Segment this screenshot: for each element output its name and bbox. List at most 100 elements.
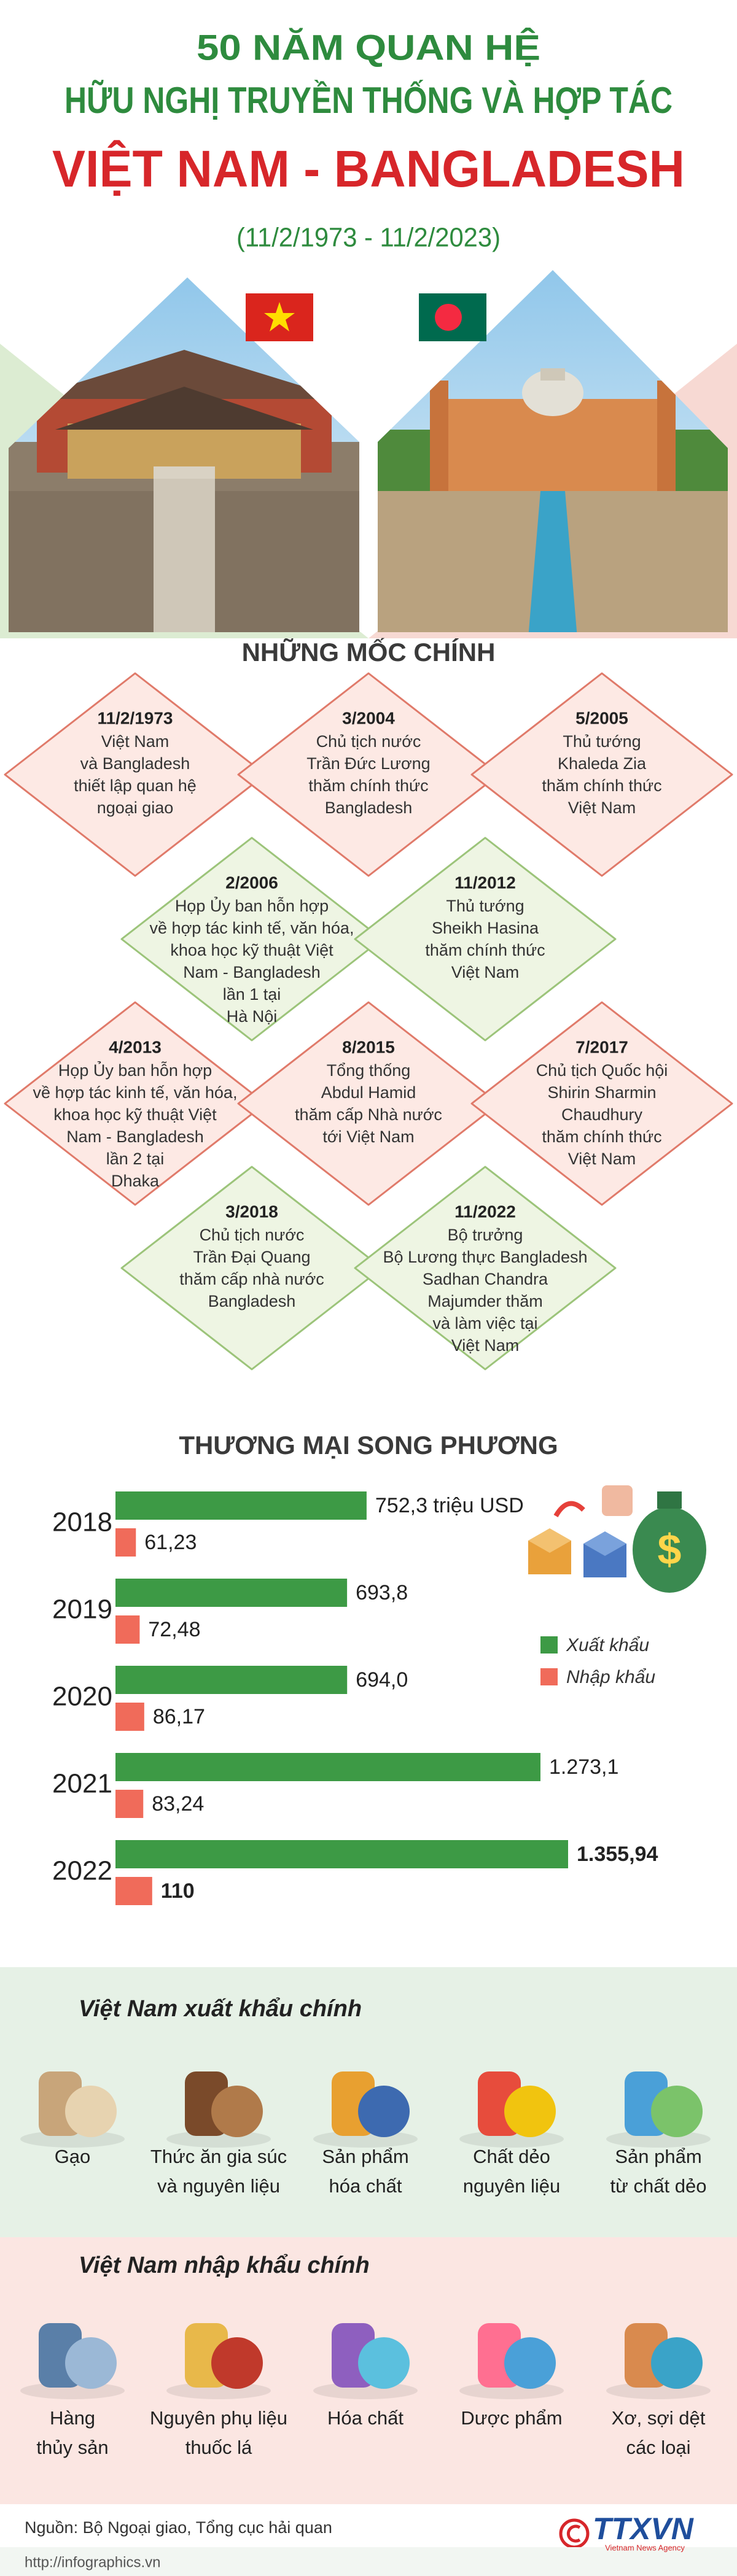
milestone-text: Majumder thăm xyxy=(427,1292,543,1310)
milestone-text: Nam - Bangladesh xyxy=(66,1127,204,1146)
milestone-text: Dhaka xyxy=(111,1172,160,1190)
milestone-date: 3/2018 xyxy=(225,1202,278,1221)
milestone-text: thăm cấp nhà nước xyxy=(179,1270,324,1288)
title-line: HỮU NGHỊ TRUYỀN THỐNG VÀ HỢP TÁC xyxy=(64,80,673,121)
bar xyxy=(115,1753,540,1781)
bar xyxy=(115,1840,568,1868)
bar xyxy=(115,1877,152,1905)
milestone-diamond xyxy=(237,1001,500,1206)
milestone-diamond xyxy=(120,837,383,1042)
milestone-text: Trần Đại Quang xyxy=(193,1248,310,1266)
product-label: và nguyên liệu xyxy=(157,2175,280,2197)
milestone-text: thăm cấp Nhà nước xyxy=(295,1105,442,1124)
milestone-text: lần 1 tại xyxy=(223,985,281,1004)
y-tick-label: 2019 xyxy=(52,1595,112,1625)
data-label: 86,17 xyxy=(153,1705,205,1728)
logo xyxy=(559,2518,590,2549)
milestone-diamond xyxy=(470,1001,733,1206)
photo-bangladesh xyxy=(378,270,728,632)
data-label: 693,8 xyxy=(356,1581,408,1604)
milestone-text: Bangladesh xyxy=(325,799,413,817)
product-label: Hàng xyxy=(50,2407,95,2429)
product-label: thuốc lá xyxy=(185,2437,252,2458)
milestone-text: Chaudhury xyxy=(561,1105,643,1124)
data-label: 61,23 xyxy=(144,1531,197,1554)
milestone-text: Khaleda Zia xyxy=(558,754,647,773)
milestone-text: Sheikh Hasina xyxy=(432,919,539,937)
milestone-text: Nam - Bangladesh xyxy=(183,963,321,981)
section-title: Việt Nam xuất khẩu chính xyxy=(79,1996,362,2022)
product-label: từ chất dẻo xyxy=(610,2175,707,2197)
data-label: 694,0 xyxy=(356,1668,408,1692)
product-label: Sản phẩm xyxy=(615,2146,701,2167)
milestone-text: khoa học kỹ thuật Việt xyxy=(170,941,333,959)
data-label: 72,48 xyxy=(148,1618,200,1641)
legend-label: Nhập khẩu xyxy=(566,1667,655,1687)
product-icon xyxy=(65,2086,117,2137)
milestone-date: 8/2015 xyxy=(342,1037,395,1056)
product-label: thủy sản xyxy=(36,2437,108,2458)
product-icon xyxy=(504,2337,556,2389)
milestone-date: 3/2004 xyxy=(342,708,395,727)
logo-subtitle: Vietnam News Agency xyxy=(605,2543,685,2552)
product-icon xyxy=(65,2337,117,2389)
legend-swatch xyxy=(540,1636,558,1654)
milestone-date: 11/2012 xyxy=(454,873,516,892)
product-label: Hóa chất xyxy=(327,2407,404,2429)
bar xyxy=(115,1666,348,1694)
trade-icon: $ xyxy=(528,1485,706,1593)
milestone-text: Thủ tướng xyxy=(563,732,641,751)
y-tick-label: 2018 xyxy=(52,1507,112,1537)
product-icon xyxy=(358,2086,410,2137)
milestone-text: Chủ tịch nước xyxy=(200,1226,305,1244)
milestone-date: 2/2006 xyxy=(225,873,278,892)
product-label: nguyên liệu xyxy=(463,2175,561,2197)
milestone-text: Việt Nam xyxy=(451,1336,520,1355)
milestone-date: 4/2013 xyxy=(109,1037,162,1056)
milestone-text: Sadhan Chandra xyxy=(423,1270,548,1288)
milestone-text: Bộ trưởng xyxy=(448,1226,523,1244)
flag-bangladesh xyxy=(419,293,486,341)
chart-title: THƯƠNG MẠI SONG PHƯƠNG xyxy=(179,1431,558,1460)
milestone-date: 11/2/1973 xyxy=(97,708,173,727)
product-label: các loại xyxy=(626,2437,690,2458)
milestone-text: tới Việt Nam xyxy=(322,1127,414,1146)
legend-label: Xuất khẩu xyxy=(566,1635,649,1655)
footer-bar xyxy=(0,2547,737,2576)
milestone-text: Việt Nam xyxy=(568,799,636,817)
product-label: Chất dẻo xyxy=(473,2146,550,2167)
product-icon xyxy=(211,2086,263,2137)
milestone-date: 11/2022 xyxy=(454,1202,516,1221)
product-label: Sản phẩm xyxy=(322,2146,408,2167)
product-icon xyxy=(504,2086,556,2137)
milestone-text: Bộ Lương thực Bangladesh xyxy=(383,1248,587,1266)
data-label: 1.355,94 xyxy=(577,1843,658,1866)
milestone-text: Tổng thống xyxy=(327,1061,411,1080)
milestone-text: Thủ tướng xyxy=(446,897,524,915)
product-label: Nguyên phụ liệu xyxy=(150,2407,287,2429)
section-title: Việt Nam nhập khẩu chính xyxy=(79,2253,370,2278)
section-title: NHỮNG MỐC CHÍNH xyxy=(242,637,496,667)
milestone-text: Shirin Sharmin xyxy=(547,1083,656,1102)
milestone-text: thăm chính thức xyxy=(308,776,428,795)
milestone-text: Chủ tịch nước xyxy=(316,732,421,751)
milestone-text: Chủ tịch Quốc hội xyxy=(536,1061,668,1080)
data-label: 1.273,1 xyxy=(549,1755,618,1779)
product-icon xyxy=(211,2337,263,2389)
milestone-text: thiết lập quan hệ xyxy=(74,776,197,795)
data-label: 752,3 triệu USD xyxy=(375,1494,524,1517)
milestone-text: Họp Ủy ban hỗn hợp xyxy=(175,895,329,915)
milestone-text: Bangladesh xyxy=(208,1292,296,1310)
milestone-diamond xyxy=(354,837,617,1042)
bar xyxy=(115,1579,348,1607)
milestone-text: ngoại giao xyxy=(97,799,174,817)
dollar-icon: $ xyxy=(658,1525,682,1573)
milestone-text: Họp Ủy ban hỗn hợp xyxy=(58,1060,212,1080)
milestone-text: thăm chính thức xyxy=(542,776,661,795)
flag-vietnam xyxy=(246,293,313,341)
milestone-diamond xyxy=(354,1166,617,1371)
photo-vietnam xyxy=(9,277,359,632)
legend-swatch xyxy=(540,1668,558,1685)
milestone-text: Việt Nam xyxy=(568,1150,636,1168)
